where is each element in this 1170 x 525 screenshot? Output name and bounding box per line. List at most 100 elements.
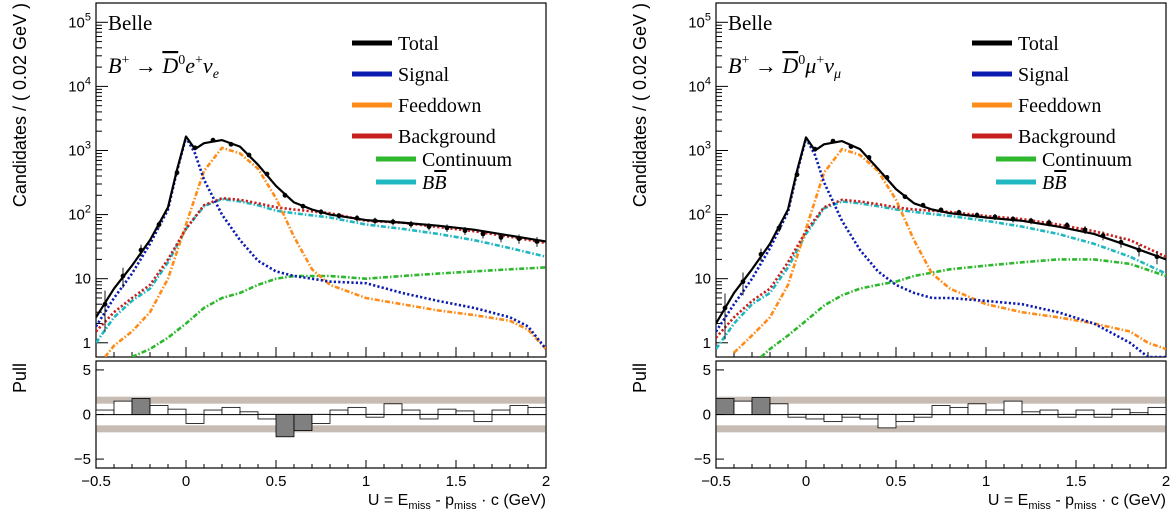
pull-bar xyxy=(149,405,169,415)
pull-bar xyxy=(1129,412,1149,415)
pull-bar xyxy=(419,414,439,420)
pull-bar xyxy=(293,414,313,431)
pull-bar xyxy=(1111,408,1131,415)
legend-label-bb: BB xyxy=(1042,172,1066,194)
data-point xyxy=(956,210,962,215)
data-point xyxy=(102,301,108,307)
experiment-label: Belle xyxy=(108,11,152,35)
data-point xyxy=(156,222,162,227)
legend-label-signal: Signal xyxy=(398,64,450,86)
pull-axis-title: Pull xyxy=(630,363,650,393)
data-point xyxy=(1082,227,1088,233)
x-tick-label: 0.5 xyxy=(886,473,907,490)
data-point xyxy=(1064,222,1070,228)
pull-bar xyxy=(1057,414,1077,418)
data-point xyxy=(390,219,396,225)
pull-bar xyxy=(715,398,735,415)
y-tick-label: 1 xyxy=(83,335,91,352)
x-axis-title: U = Emiss - pmiss · c (GeV) xyxy=(988,492,1166,512)
data-point xyxy=(426,224,432,229)
panel-muon: −0.5 0 0.5 1 1.5 2 1 10 102 103 104 105 5 0 −5 Candidat… xyxy=(630,2,1170,512)
data-point xyxy=(1154,254,1160,260)
series-signal xyxy=(716,137,1166,357)
series-signal xyxy=(96,136,546,350)
data-point xyxy=(300,203,306,209)
decay-label: B+ → D0e+νe xyxy=(108,53,219,82)
pull-bar xyxy=(967,403,987,415)
pull-bar xyxy=(95,409,115,415)
pull-bar xyxy=(913,414,933,418)
data-point xyxy=(282,192,288,198)
y-axis-title: Candidates / ( 0.02 GeV ) xyxy=(630,3,650,207)
series-feeddown xyxy=(733,147,1166,354)
pull-bar xyxy=(877,414,897,429)
data-point xyxy=(534,239,540,244)
pull-bar xyxy=(365,414,385,418)
pull-bar xyxy=(239,411,259,415)
x-tick-label: 2 xyxy=(542,473,550,490)
pull-bar xyxy=(221,406,241,415)
data-point xyxy=(138,247,144,253)
pull-bar xyxy=(185,414,205,424)
series-background xyxy=(96,196,546,333)
panel-electron: −0.5 0 0.5 1 1.5 2 1 10 102 103 104 105 5 0 −5 Candidat… xyxy=(10,2,550,512)
data-point xyxy=(480,231,486,237)
pull-bar xyxy=(509,405,529,415)
pull-bar xyxy=(841,414,861,418)
data-point xyxy=(884,175,890,180)
data-point xyxy=(1100,233,1106,239)
pull-bar xyxy=(275,414,295,438)
series-continuum xyxy=(760,258,1166,357)
x-tick-label: 1.5 xyxy=(446,473,467,490)
data-point xyxy=(902,194,908,200)
data-point xyxy=(722,305,728,311)
legend-label-total: Total xyxy=(1018,33,1059,55)
y-tick-label: 104 xyxy=(688,75,711,95)
data-point xyxy=(408,221,414,227)
pull-bar xyxy=(751,397,771,415)
pull-bar xyxy=(859,414,879,420)
series-bb xyxy=(716,200,1166,350)
data-point xyxy=(992,214,998,220)
pull-bar xyxy=(1039,409,1059,415)
y-tick-label: 103 xyxy=(688,139,711,159)
pull-bar xyxy=(167,408,187,415)
x-tick-label: 0 xyxy=(802,473,810,490)
decay-label: B+ → D0μ+νμ xyxy=(728,53,841,82)
curves xyxy=(716,136,1166,357)
pull-bar xyxy=(787,414,807,418)
data-point xyxy=(866,155,872,160)
main-plot-frame xyxy=(715,2,1167,358)
data-point xyxy=(1010,216,1016,222)
x-tick-label: −0.5 xyxy=(81,473,111,490)
data-point xyxy=(210,137,216,143)
x-tick-label: −0.5 xyxy=(701,473,731,490)
series-background xyxy=(716,198,1166,339)
data-point xyxy=(192,145,198,151)
y-axis-title: Candidates / ( 0.02 GeV ) xyxy=(10,3,30,207)
pull-bar xyxy=(1147,406,1167,415)
pull-bar xyxy=(401,409,421,415)
pull-bar xyxy=(733,400,753,415)
data-point xyxy=(354,215,360,221)
legend-label-background: Background xyxy=(1018,126,1116,148)
main-plot-frame xyxy=(95,2,547,358)
pull-bar xyxy=(383,403,403,415)
x-tick-label: 0.5 xyxy=(266,473,287,490)
pull-bar xyxy=(257,414,277,420)
x-tick-label: 1.5 xyxy=(1066,473,1087,490)
series-bb xyxy=(96,197,546,344)
data-point xyxy=(336,213,342,219)
pull-bar xyxy=(329,409,349,415)
pull-bar xyxy=(805,414,825,420)
data-point xyxy=(318,209,324,215)
x-tick-label: 0 xyxy=(182,473,190,490)
pull-bar xyxy=(455,410,475,415)
y-tick-label: 10 xyxy=(74,271,91,288)
pull-bar xyxy=(131,398,151,415)
y-tick-label: 102 xyxy=(688,204,711,224)
data-point xyxy=(776,225,782,231)
data-point xyxy=(516,236,522,242)
